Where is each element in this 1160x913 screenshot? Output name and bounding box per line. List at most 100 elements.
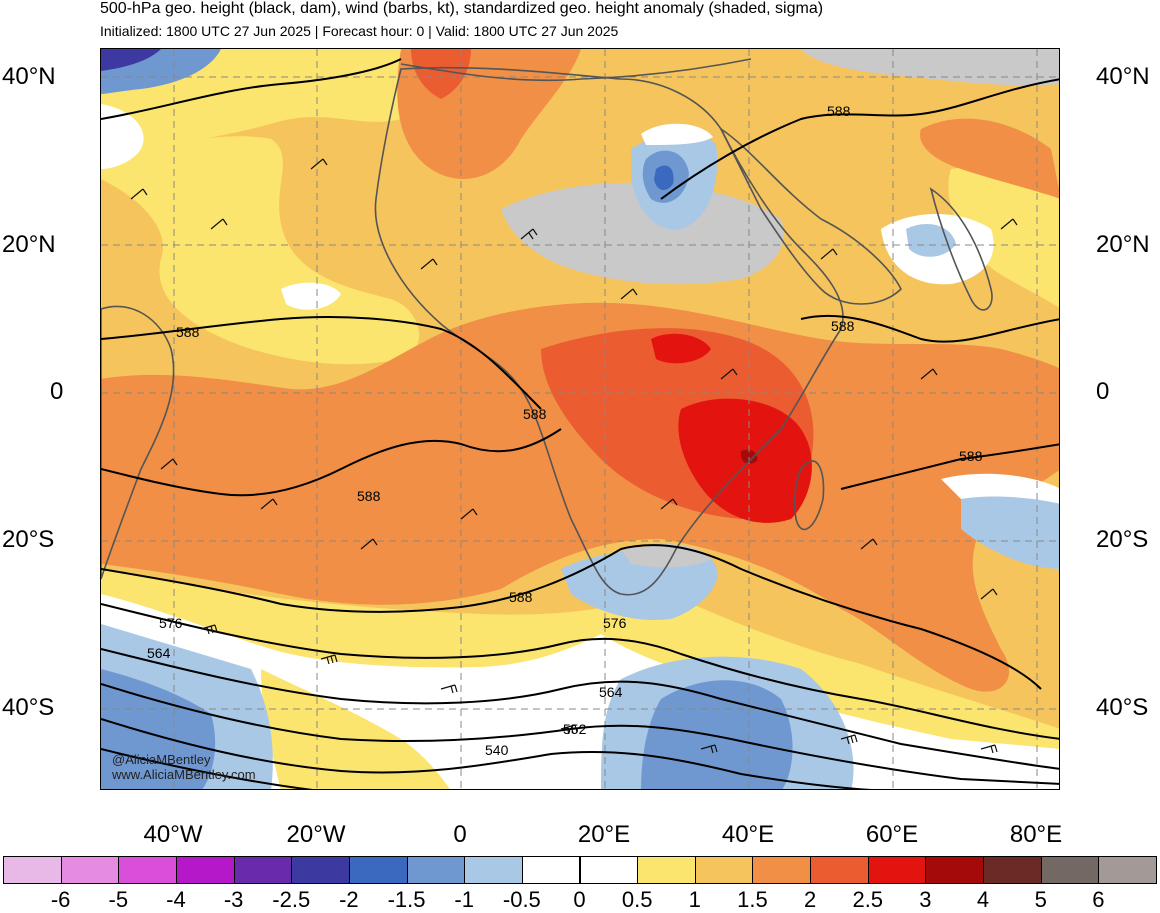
anomaly-darkblue-nw xyxy=(101,49,161,71)
contour-label-576-a: 576 xyxy=(159,615,183,631)
coast-south-america xyxy=(101,305,175,580)
colorbar-tick-label: -3 xyxy=(223,887,244,912)
anomaly-yellow-east xyxy=(948,166,1059,308)
credit-handle: @AliciaMBentley xyxy=(112,752,211,767)
colorbar-tick-label: 1.5 xyxy=(737,887,768,912)
contour-label-588-g: 588 xyxy=(509,589,533,605)
credit-website: www.AliciaMBentley.com xyxy=(112,767,256,782)
lon-label-80e: 80°E xyxy=(1009,821,1063,848)
contour-588-north xyxy=(101,58,402,120)
colorbar-swatch xyxy=(175,856,235,884)
anomaly-darkblue-redsea xyxy=(654,165,674,191)
graticule xyxy=(101,49,1059,789)
contour-label-588-d: 588 xyxy=(523,406,547,422)
colorbar-swatch xyxy=(925,856,985,884)
colorbar-swatch xyxy=(983,856,1042,884)
lon-label-40w: 40°W xyxy=(143,821,203,848)
map-canvas: 588 588 588 588 588 588 588 576 576 564 … xyxy=(101,49,1059,789)
colorbar-tick-label: -4 xyxy=(166,887,186,912)
coastlines xyxy=(101,58,993,596)
colorbar-tick-label: -6 xyxy=(50,887,71,912)
lon-label-20e: 20°E xyxy=(577,821,631,848)
colorbar-swatch xyxy=(406,856,466,884)
colorbar-swatch xyxy=(118,856,177,884)
anomaly-orange-central xyxy=(101,302,1059,692)
colorbar-swatch xyxy=(233,856,293,884)
lat-label-right-20s: 20°S xyxy=(1096,526,1149,553)
colorbar-tick-label: 0.5 xyxy=(621,887,653,912)
coast-india xyxy=(929,187,993,311)
lat-label-right-40n: 40°N xyxy=(1096,63,1150,90)
lat-label-left-20n: 20°N xyxy=(2,231,56,258)
colorbar-tick-label: -5 xyxy=(108,887,129,912)
colorbar-tick-label: -1 xyxy=(454,887,474,912)
colorbar-swatch xyxy=(521,856,581,884)
anomaly-white-se xyxy=(941,473,1059,504)
contour-label-588-e: 588 xyxy=(959,448,983,464)
colorbar-tick-label: -2 xyxy=(339,887,359,912)
colorbar-tick-label: 4 xyxy=(976,887,990,912)
chart-title: 500-hPa geo. height (black, dam), wind (… xyxy=(100,0,824,17)
lon-label-40e: 40°E xyxy=(721,821,775,848)
lat-label-right-20n: 20°N xyxy=(1096,231,1150,258)
anomaly-white-atlantic xyxy=(281,282,341,310)
anomaly-lightblue-se xyxy=(961,484,1059,569)
contour-540 xyxy=(101,718,872,789)
contour-label-576-b: 576 xyxy=(603,615,627,631)
colorbar-tick-label: 3 xyxy=(919,887,932,912)
anomaly-red-north xyxy=(651,333,711,364)
contour-label-588-c: 588 xyxy=(831,318,855,334)
colorbar-swatch xyxy=(60,856,120,884)
lat-label-right-eq: 0 xyxy=(1096,378,1110,405)
lat-label-left-40s: 40°S xyxy=(2,694,55,721)
colorbar-tick-label: 2.5 xyxy=(852,887,884,912)
anomaly-blue-sw xyxy=(101,669,216,789)
contour-576 xyxy=(101,603,1059,740)
colorbar-tick-label: -1.5 xyxy=(387,887,426,912)
colorbar-tick-label: -0.5 xyxy=(502,887,541,912)
contour-label-588-a: 588 xyxy=(827,103,851,119)
anomaly-gray-ne xyxy=(801,49,1059,86)
lat-label-left-20s: 20°S xyxy=(2,526,55,553)
lon-label-20w: 20°W xyxy=(286,821,346,848)
contour-552 xyxy=(101,683,1059,785)
weather-map: 588 588 588 588 588 588 588 576 576 564 … xyxy=(100,48,1060,790)
colorbar-swatch xyxy=(464,856,523,884)
anomaly-redorange-north xyxy=(411,49,471,99)
contour-label-588-b: 588 xyxy=(176,324,200,340)
chart-subtitle: Initialized: 1800 UTC 27 Jun 2025 | Fore… xyxy=(100,23,619,39)
contour-588-low xyxy=(101,544,1042,690)
anomaly-darkred-spot xyxy=(740,449,758,464)
contour-label-588-f: 588 xyxy=(357,488,381,504)
colorbar-swatch xyxy=(1098,856,1157,884)
coast-arabia xyxy=(718,126,902,305)
anomaly-lightblue-sa xyxy=(561,550,718,620)
colorbar-swatch xyxy=(291,856,350,884)
contour-588-tropics xyxy=(101,316,542,410)
anomaly-white-nw xyxy=(101,104,144,169)
lon-label-0: 0 xyxy=(453,821,467,848)
anomaly-gray-redsea xyxy=(501,182,784,285)
colorbar-swatch xyxy=(694,856,754,884)
contour-588-east xyxy=(800,314,1059,343)
colorbar-tick-label: 6 xyxy=(1092,887,1105,912)
contour-label-540: 540 xyxy=(485,742,509,758)
colorbar-swatch xyxy=(3,856,62,884)
colorbar-swatch xyxy=(348,856,408,884)
colorbar-swatch xyxy=(637,856,696,884)
contour-588-south xyxy=(101,428,562,497)
contour-564 xyxy=(101,648,1059,770)
contour-588-ne xyxy=(660,78,1059,200)
lat-label-left-eq: 0 xyxy=(50,378,64,405)
lat-label-right-40s: 40°S xyxy=(1096,694,1149,721)
contour-588-se xyxy=(840,443,1059,490)
anomaly-yellow-west xyxy=(101,136,420,365)
colorbar-swatch xyxy=(579,856,639,884)
colorbar-tick-label: 1 xyxy=(688,887,701,912)
height-contours xyxy=(101,58,1059,789)
colorbar-tick-label: 2 xyxy=(803,887,817,912)
coast-mediterranean xyxy=(400,58,752,82)
coast-africa xyxy=(374,66,844,596)
lon-label-60e: 60°E xyxy=(865,821,919,848)
anomaly-orange-ne xyxy=(920,118,1059,199)
